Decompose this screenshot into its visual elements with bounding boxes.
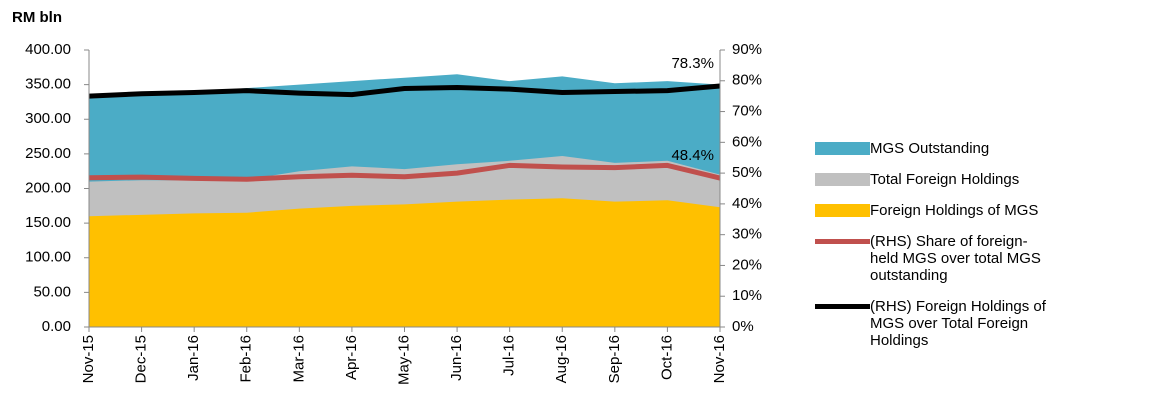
y-tick-label: 200.00	[25, 179, 71, 196]
x-tick-label: Jun-16	[448, 335, 465, 381]
x-tick-label: Mar-16	[290, 335, 307, 383]
area	[89, 198, 720, 327]
y-tick-label: 0.00	[42, 318, 71, 335]
y-tick-label: 100.00	[25, 249, 71, 266]
legend-item: MGS Outstanding	[815, 140, 1055, 157]
legend-item: Total Foreign Holdings	[815, 171, 1055, 188]
line	[88, 83, 721, 99]
y-tick-label: 50.00	[33, 283, 71, 300]
y2-tick-label: 50%	[732, 164, 762, 181]
legend: MGS Outstanding Total Foreign Holdings For…	[815, 140, 1055, 363]
data-label: 48.4%	[671, 147, 714, 164]
legend-label: Total Foreign Holdings	[870, 171, 1020, 188]
x-tick-label: May-16	[395, 335, 412, 385]
legend-label: (RHS) Share of foreign-held MGS over tot…	[870, 233, 1041, 284]
y2-tick-label: 10%	[732, 287, 762, 304]
x-tick-label: Oct-16	[658, 335, 675, 380]
y-tick-label: 250.00	[25, 145, 71, 162]
legend-swatch	[815, 304, 870, 309]
legend-swatch	[815, 204, 870, 217]
y-tick-label: 300.00	[25, 110, 71, 127]
x-tick-label: Nov-16	[711, 335, 728, 383]
y2-tick-label: 70%	[732, 103, 762, 120]
y2-tick-label: 40%	[732, 195, 762, 212]
y-tick-label: 350.00	[25, 76, 71, 93]
x-tick-label: Nov-15	[80, 335, 97, 383]
x-tick-label: Aug-16	[553, 335, 570, 383]
y-tick-label: 400.00	[25, 41, 71, 58]
legend-swatch	[815, 142, 870, 155]
y-axis-label: RM bln	[12, 9, 62, 26]
legend-item: (RHS) Share of foreign-held MGS over tot…	[815, 233, 1055, 284]
legend-label: (RHS) Foreign Holdings of MGS over Total…	[870, 298, 1046, 349]
line	[88, 162, 721, 182]
y2-tick-label: 0%	[732, 318, 754, 335]
x-tick-label: Sep-16	[606, 335, 623, 383]
legend-swatch	[815, 239, 870, 244]
legend-label: Foreign Holdings of MGS	[870, 202, 1039, 219]
y2-tick-label: 60%	[732, 133, 762, 150]
legend-item: Foreign Holdings of MGS	[815, 202, 1055, 219]
y2-tick-label: 90%	[732, 41, 762, 58]
y2-tick-label: 80%	[732, 72, 762, 89]
legend-item: (RHS) Foreign Holdings of MGS over Total…	[815, 298, 1055, 349]
y-tick-label: 150.00	[25, 214, 71, 231]
legend-swatch	[815, 173, 870, 186]
x-tick-label: Jan-16	[185, 335, 202, 381]
x-tick-label: Dec-15	[133, 335, 150, 383]
x-tick-label: Apr-16	[343, 335, 360, 380]
x-tick-label: Feb-16	[238, 335, 255, 383]
y2-tick-label: 20%	[732, 256, 762, 273]
data-label: 78.3%	[671, 55, 714, 72]
y2-tick-label: 30%	[732, 226, 762, 243]
legend-label: MGS Outstanding	[870, 140, 990, 157]
x-tick-label: Jul-16	[501, 335, 518, 376]
